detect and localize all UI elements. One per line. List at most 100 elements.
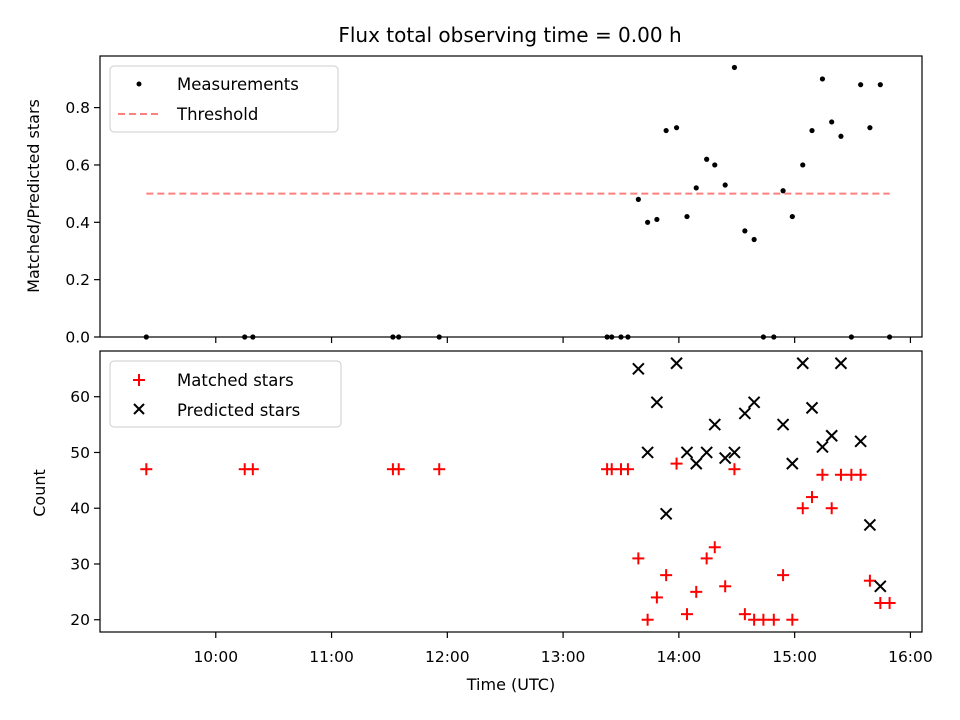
predicted-star-point <box>641 446 654 459</box>
matched-star-point <box>883 597 896 610</box>
x-tick-label: 11:00 <box>309 648 354 666</box>
matched-star-point <box>708 541 721 554</box>
measurement-point <box>867 125 873 131</box>
flux-ratio-panel: Matched/Predicted stars 0.00.20.40.60.8 … <box>24 55 923 347</box>
predicted-star-point <box>632 362 645 376</box>
predicted-star-point <box>738 407 752 420</box>
matched-star-point <box>816 468 829 481</box>
predicted-star-point <box>670 357 683 370</box>
matched-star-point <box>392 463 405 476</box>
matched-star-point <box>690 585 703 598</box>
legend-matched-marker <box>133 374 145 386</box>
x-tick-label: 16:00 <box>888 648 933 666</box>
predicted-star-point <box>747 396 761 409</box>
predicted-star-point <box>825 429 838 442</box>
predicted-star-point <box>718 451 732 465</box>
legend-measurements-label: Measurements <box>177 75 299 94</box>
matched-star-point <box>680 608 693 621</box>
predicted-star-point <box>708 418 721 431</box>
predicted-star-point <box>805 401 819 415</box>
bottom-y-tick-label: 50 <box>70 444 90 462</box>
x-tick-label: 14:00 <box>657 648 702 666</box>
measurement-point <box>731 64 738 71</box>
predicted-star-point <box>690 457 703 470</box>
predicted-star-point <box>854 435 867 448</box>
measurement-point <box>704 156 710 162</box>
matched-star-point <box>863 574 876 587</box>
top-y-tick-label: 0.4 <box>65 214 90 232</box>
bottom-y-tick-label: 20 <box>70 611 90 629</box>
measurement-point <box>838 133 844 139</box>
measurement-point <box>742 228 748 234</box>
top-plot-frame <box>99 55 923 338</box>
matched-star-point <box>834 468 847 481</box>
matched-star-point <box>660 569 673 582</box>
bottom-y-tick-label: 40 <box>70 500 90 518</box>
predicted-star-point <box>834 357 848 370</box>
measurement-point <box>800 162 806 168</box>
matched-star-point <box>433 463 446 476</box>
measurement-point <box>663 127 669 134</box>
predicted-star-point <box>659 507 673 521</box>
matched-star-point <box>728 463 741 476</box>
matched-star-point <box>786 613 799 626</box>
x-axis-label: Time (UTC) <box>466 675 555 694</box>
predicted-star-point <box>874 580 887 593</box>
matched-star-point <box>719 580 732 593</box>
measurement-point <box>877 82 883 88</box>
matched-star-point <box>632 552 645 565</box>
x-tick-label: 15:00 <box>772 648 817 666</box>
measurement-point <box>673 125 680 131</box>
legend-matched-label: Matched stars <box>177 371 294 390</box>
measurement-point <box>645 219 651 225</box>
measurement-point <box>809 127 815 134</box>
bottom-y-tick-label: 60 <box>70 388 90 406</box>
measurement-point <box>684 213 690 220</box>
matched-star-point <box>650 591 663 604</box>
matched-star-point <box>806 491 819 504</box>
matched-star-point <box>796 502 809 515</box>
top-y-tick-label: 0.8 <box>65 99 90 117</box>
bottom-y-axis-label: Count <box>30 469 49 517</box>
chart-title: Flux total observing time = 0.00 h <box>338 23 681 47</box>
predicted-star-point <box>650 396 664 409</box>
bottom-y-tick-label: 30 <box>70 555 90 573</box>
matched-star-point <box>738 608 751 621</box>
top-y-axis-label: Matched/Predicted stars <box>24 99 43 293</box>
measurement-point <box>829 119 835 125</box>
matched-star-point <box>670 457 683 470</box>
matched-star-point <box>700 552 713 565</box>
matched-star-point <box>777 569 790 582</box>
top-legend: Measurements Threshold <box>109 65 339 133</box>
bottom-legend: Matched stars Predicted stars <box>109 360 342 428</box>
legend-threshold-label: Threshold <box>176 105 258 124</box>
measurement-point <box>722 182 728 188</box>
measurement-point <box>654 216 660 223</box>
matched-star-point <box>854 468 867 481</box>
matched-star-point <box>246 463 259 476</box>
legend-predicted-marker <box>133 403 145 415</box>
x-tick-label: 12:00 <box>425 648 470 666</box>
top-y-tick-label: 0.6 <box>65 156 90 174</box>
measurement-point <box>635 196 641 202</box>
predicted-star-point <box>786 457 799 470</box>
measurement-point <box>751 236 757 243</box>
legend-measurements-marker <box>136 81 142 87</box>
measurement-point <box>693 185 699 191</box>
matched-star-point <box>825 502 838 515</box>
predicted-star-point <box>863 518 877 532</box>
predicted-star-point <box>680 446 694 459</box>
predicted-star-point <box>796 357 809 370</box>
predicted-star-point <box>700 446 713 459</box>
top-y-tick-label: 0.2 <box>65 271 90 289</box>
legend-predicted-label: Predicted stars <box>177 401 300 420</box>
matched-star-point <box>140 463 153 476</box>
measurement-point <box>858 82 864 88</box>
measurement-point <box>789 213 795 220</box>
measurement-point <box>819 76 826 82</box>
predicted-star-point <box>728 446 741 459</box>
matched-star-point <box>757 613 770 626</box>
x-tick-label: 10:00 <box>193 648 238 666</box>
measurement-point <box>780 188 786 194</box>
